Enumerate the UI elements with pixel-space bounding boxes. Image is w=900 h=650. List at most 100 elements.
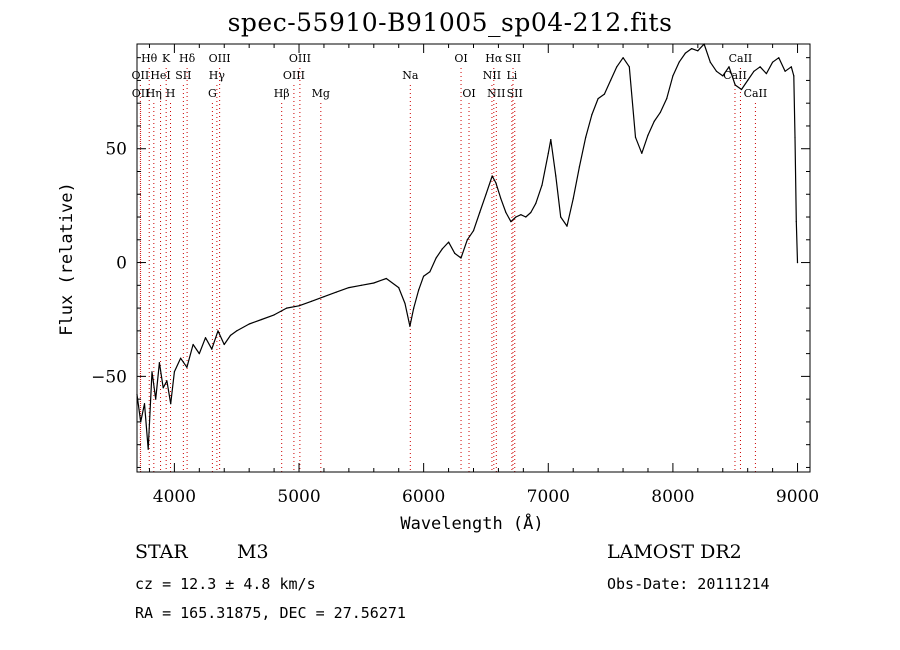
spectrum-point: [603, 93, 606, 95]
spectrum-point: [747, 79, 749, 81]
spectrum-point: [298, 305, 300, 307]
x-axis-label: Wavelength (Å): [400, 512, 543, 534]
spectrum-point: [500, 198, 502, 200]
spectrum-point: [715, 70, 718, 72]
spectrum-point: [659, 111, 662, 113]
spectral-line-label: Hγ: [209, 69, 226, 82]
spectrum-point: [261, 318, 263, 321]
y-tick-label: −50: [91, 367, 127, 387]
spectral-line-label: OIII: [209, 52, 231, 65]
spectral-line-label: OII: [132, 69, 150, 82]
spectrum-point: [491, 175, 493, 177]
y-tick-label: 0: [116, 254, 127, 274]
spectrum-point: [585, 136, 587, 138]
x-tick-label: 6000: [402, 487, 445, 507]
spectrum-point: [778, 57, 780, 59]
spectrum-point: [143, 403, 146, 405]
spectral-line-label: G: [208, 87, 217, 100]
spectrum-point: [641, 152, 643, 154]
spectrum-point: [795, 221, 797, 223]
spectrum-point: [495, 182, 497, 184]
spectral-line-label: OIII: [289, 52, 311, 65]
spectrum-point: [684, 52, 687, 54]
spectrum-point: [454, 252, 456, 254]
spectrum-point: [441, 248, 443, 250]
spectrum-point: [158, 362, 160, 364]
spectrum-point: [572, 198, 574, 200]
spectral-line-label: CaII: [744, 87, 768, 100]
spectrum-line: [136, 43, 799, 450]
spectrum-point: [236, 330, 238, 332]
spectrum-point: [310, 300, 313, 302]
spectral-line-label: Hη: [146, 87, 162, 100]
spectrum-point: [520, 214, 522, 216]
spectrum-point: [728, 66, 730, 68]
spectral-line-label: HeI: [150, 69, 170, 82]
spectrum-point: [286, 307, 288, 309]
spectral-line-label: Hδ: [179, 52, 196, 65]
spectrum-point: [398, 287, 400, 289]
spectral-line-label: Na: [402, 69, 419, 82]
spectral-line-label: NII: [483, 69, 501, 82]
spectrum-point: [211, 348, 213, 350]
spectrum-point: [348, 287, 350, 289]
spectrum-point: [722, 75, 724, 77]
spectrum-point: [323, 296, 325, 298]
spectrum-point: [448, 241, 450, 243]
spectrum-point: [530, 211, 532, 214]
spectrum-point: [147, 448, 149, 450]
spectrum-point: [709, 61, 711, 63]
spectral-line-label: SII: [505, 52, 521, 65]
x-tick-label: 8000: [651, 487, 694, 507]
spectrum-point: [162, 387, 164, 389]
spectrum-point: [198, 353, 200, 355]
spectrum-point: [796, 262, 799, 264]
spectrum-point: [691, 48, 693, 50]
spectrum-point: [547, 152, 549, 154]
spectrum-point: [666, 98, 668, 100]
redshift-velocity: cz = 12.3 ± 4.8 km/s: [135, 575, 316, 593]
x-tick-label: 9000: [776, 487, 819, 507]
spectral-line-label: OII: [132, 87, 150, 100]
x-tick-label: 7000: [527, 487, 570, 507]
spectrum-point: [759, 66, 761, 68]
spectrum-point: [435, 257, 437, 259]
page-title: spec-55910-B91005_sp04-212.fits: [227, 8, 673, 37]
spectrum-point: [418, 289, 420, 291]
spectrum-point: [472, 230, 475, 232]
spectral-line-label: Hβ: [274, 87, 290, 100]
spectrum-point: [204, 337, 207, 339]
spectrum-point: [429, 271, 431, 273]
y-tick-label: 50: [105, 140, 127, 160]
observation-date: Obs-Date: 20111214: [607, 575, 770, 593]
spectrum-point: [460, 257, 462, 259]
survey-name: LAMOST DR2: [607, 541, 742, 563]
spectral-line-label: SII: [175, 69, 191, 82]
spectrum-point: [155, 398, 157, 400]
spectrum-point: [793, 75, 795, 77]
spectral-line-label: Mg: [312, 87, 330, 100]
spectrum-point: [647, 134, 649, 136]
spectrum-point: [740, 88, 743, 91]
spectrum-point: [790, 66, 792, 68]
spectral-line-label: NII: [487, 87, 505, 100]
spectrum-point: [273, 314, 275, 316]
spectrum-point: [217, 330, 219, 332]
spectral-line-label: OI: [454, 52, 467, 65]
spectrum-point: [560, 216, 562, 218]
spectrum-point: [591, 114, 593, 116]
spectrum-point: [765, 73, 768, 75]
spectrum-point: [151, 371, 153, 373]
spectrum-point: [634, 136, 637, 138]
object-class: STAR: [135, 541, 188, 563]
spectrum-point: [566, 225, 568, 227]
spectrum-point: [360, 284, 362, 286]
spectrum-point: [248, 323, 250, 325]
spectrum-point: [541, 184, 543, 186]
spectral-line-label: H: [166, 87, 176, 100]
spectrum-point: [510, 221, 512, 223]
ra-dec-coordinates: RA = 165.31875, DEC = 27.56271: [135, 604, 406, 622]
spectrum-point: [794, 136, 796, 138]
spectral-line-label: K: [162, 52, 171, 65]
